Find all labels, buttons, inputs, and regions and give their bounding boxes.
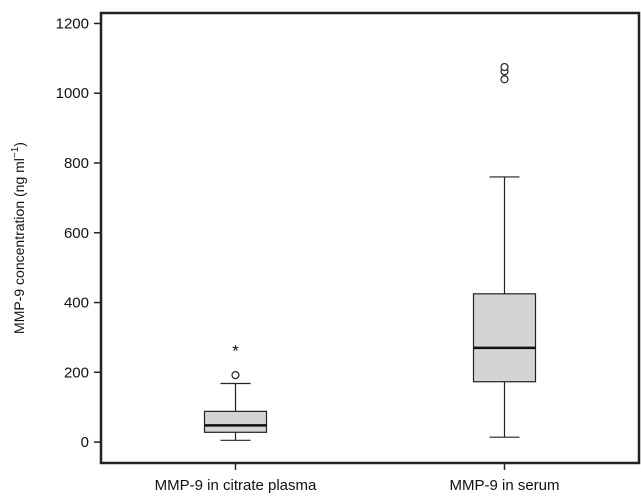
y-axis: 0 200 400 600 800 1000 1200 — [56, 15, 101, 451]
outlier-point — [500, 75, 509, 84]
y-axis-title: MMP-9 concentration (ng ml−1) — [10, 142, 27, 334]
y-axis-title-superscript: −1 — [10, 146, 21, 158]
extreme-point: * — [232, 342, 239, 361]
y-tick-label: 200 — [64, 364, 89, 381]
y-tick-label: 600 — [64, 225, 89, 242]
x-tick-label: MMP-9 in citrate plasma — [155, 477, 317, 494]
y-tick-label: 400 — [64, 295, 89, 312]
y-tick-label: 1000 — [56, 85, 89, 102]
y-tick-label: 1200 — [56, 15, 89, 32]
box-series: * — [203, 62, 537, 441]
y-tick-label: 800 — [64, 155, 89, 172]
box-group — [472, 62, 537, 438]
box-iqr — [203, 410, 268, 433]
plot-frame — [99, 11, 641, 465]
box-iqr — [472, 293, 537, 383]
x-tick-label: MMP-9 in serum — [449, 477, 559, 494]
y-axis-title-close: ) — [11, 142, 27, 147]
outlier-point — [500, 62, 509, 72]
outlier-point — [231, 370, 240, 380]
x-axis: MMP-9 in citrate plasma MMP-9 in serum — [155, 463, 560, 494]
y-tick-label: 0 — [81, 434, 89, 451]
box-group: * — [203, 342, 268, 441]
